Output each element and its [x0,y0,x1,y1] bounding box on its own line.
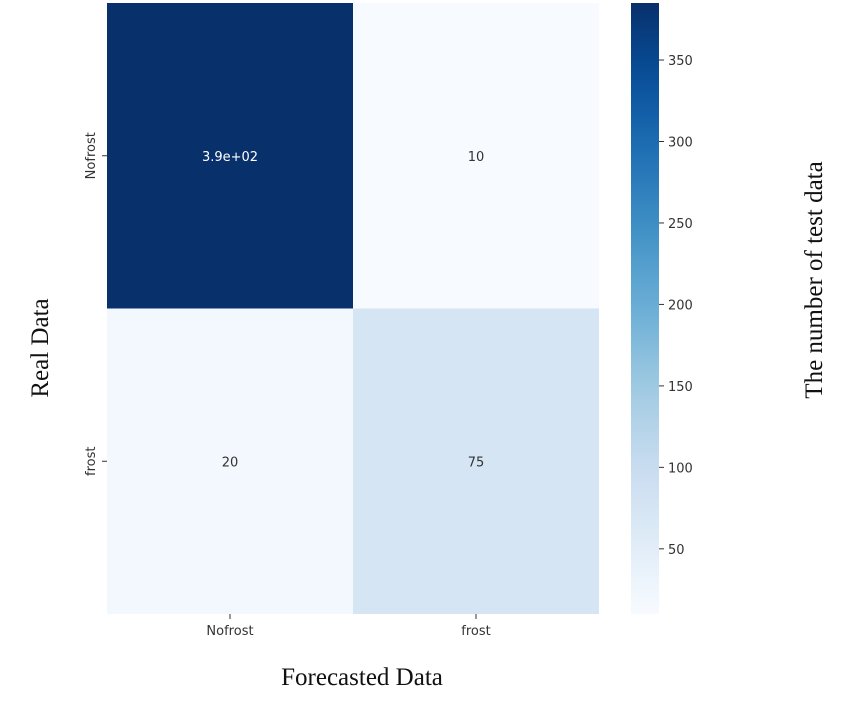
y-axis-title: Real Data [27,298,54,397]
cell-annotation-0-0: 3.9e+02 [202,150,258,165]
colorbar [631,3,659,614]
y-tick-label-0: Nofrost [84,132,99,179]
y-tick-label-1: frost [84,447,99,476]
colorbar-ticks: 50 100 150 200 250 300 350 [659,54,693,558]
colorbar-tick-label-0: 50 [668,543,685,558]
cell-annotation-0-1: 10 [468,150,485,165]
colorbar-tick-label-4: 250 [668,217,693,232]
colorbar-tick-label-2: 150 [668,380,693,395]
cell-annotation-1-0: 20 [222,455,239,470]
colorbar-tick-label-5: 300 [668,135,693,150]
colorbar-tick-label-6: 350 [668,54,693,69]
x-axis-ticks: Nofrost frost [206,614,490,639]
colorbar-tick-label-3: 200 [668,298,693,313]
cell-annotation-1-1: 75 [468,455,485,470]
colorbar-title: The number of test data [801,161,828,398]
colorbar-tick-label-1: 100 [668,461,693,476]
x-tick-label-1: frost [461,624,490,639]
heatmap-cells [107,3,599,614]
y-axis-ticks: Nofrost frost [84,132,107,476]
x-tick-label-0: Nofrost [206,624,253,639]
colorbar-gradient [631,3,659,614]
x-axis-title: Forecasted Data [281,664,443,691]
